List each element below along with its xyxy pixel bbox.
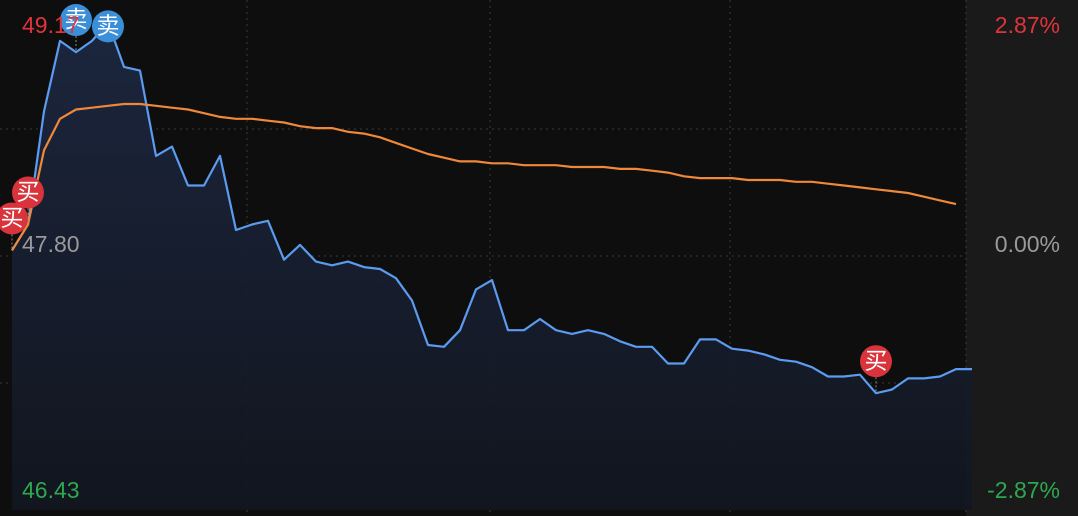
annotation-badge — [0, 202, 28, 235]
y-tick-label: 49.17 — [22, 12, 80, 38]
area — [12, 22, 972, 511]
annotation-badge — [60, 4, 92, 37]
y2-tick-label: -2.87% — [987, 477, 1060, 503]
right-panel — [966, 0, 1078, 516]
annotation-badge — [860, 345, 892, 378]
annotation-badge — [12, 176, 44, 209]
line — [11, 102, 957, 251]
annotation-text: 卖 — [97, 12, 120, 38]
annotation-text: 买 — [1, 205, 24, 231]
line — [11, 21, 972, 395]
annotation-text: 买 — [865, 347, 888, 373]
y-tick-label: 47.80 — [22, 231, 80, 257]
y2-tick-label: 2.87% — [995, 12, 1060, 38]
annotation-text: 卖 — [65, 6, 88, 32]
annotation-badge — [92, 10, 124, 43]
y-tick-label: 46.43 — [22, 477, 80, 503]
annotation-text: 买 — [17, 179, 40, 205]
y2-tick-label: 0.00% — [995, 231, 1060, 257]
